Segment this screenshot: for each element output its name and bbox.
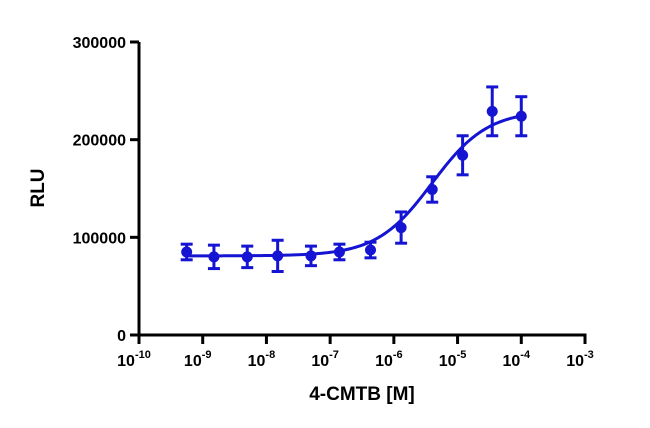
axes	[137, 42, 587, 337]
x-tick-label: 10-9	[184, 349, 212, 370]
x-tick-label: 10-8	[248, 349, 276, 370]
data-point	[426, 183, 438, 195]
x-tick-label-base: 10	[566, 353, 584, 370]
data-point	[486, 105, 498, 117]
x-tick-label: 10-7	[311, 349, 339, 370]
data-point	[515, 110, 527, 122]
y-tick-label: 300000	[73, 35, 126, 52]
data-point	[305, 250, 317, 262]
x-tick-label-exponent: -9	[202, 349, 212, 361]
x-tick-label-base: 10	[248, 353, 266, 370]
x-tick-label-base: 10	[502, 353, 520, 370]
x-axis-title: 4-CMTB [M]	[309, 384, 415, 405]
x-tick-label-exponent: -3	[584, 349, 594, 361]
x-tick-label-exponent: -5	[457, 349, 467, 361]
data-points-layer	[181, 105, 527, 263]
x-tick-label: 10-6	[375, 349, 403, 370]
data-point	[365, 244, 377, 256]
x-tick-label-exponent: -10	[135, 349, 151, 361]
error-bars-layer	[180, 85, 528, 274]
data-point	[333, 246, 345, 258]
data-point	[181, 246, 193, 258]
x-tick-label: 10-5	[439, 349, 467, 370]
fit-curve	[186, 114, 522, 258]
y-tick-label: 200000	[73, 133, 126, 150]
x-tick-label-exponent: -7	[329, 349, 339, 361]
fit-curve-layer	[186, 114, 522, 258]
x-tick-label-base: 10	[311, 353, 329, 370]
x-tick-label-base: 10	[375, 353, 393, 370]
y-axis-title: RLU	[28, 168, 49, 207]
x-tick-label-base: 10	[117, 353, 135, 370]
y-tick-label: 100000	[73, 230, 126, 247]
y-tick-label: 0	[117, 328, 126, 345]
x-tick-label-exponent: -6	[393, 349, 403, 361]
x-tick-label: 10-3	[566, 349, 594, 370]
x-tick-label: 10-10	[117, 349, 151, 370]
x-tick-label-exponent: -4	[520, 349, 531, 361]
x-tick-label-base: 10	[439, 353, 457, 370]
x-axis-ticks: 10-10 10-9 10-8 10-7 10-6 10-5 10-4 10-3	[117, 335, 594, 370]
data-point	[457, 149, 469, 161]
y-axis-ticks: 0 100000 200000 300000	[73, 35, 139, 345]
x-tick-label: 10-4	[502, 349, 530, 370]
data-point	[272, 250, 284, 262]
data-point	[395, 222, 407, 234]
x-tick-label-exponent: -8	[265, 349, 275, 361]
data-point	[208, 251, 220, 263]
x-tick-label-base: 10	[184, 353, 202, 370]
data-point	[241, 251, 253, 263]
